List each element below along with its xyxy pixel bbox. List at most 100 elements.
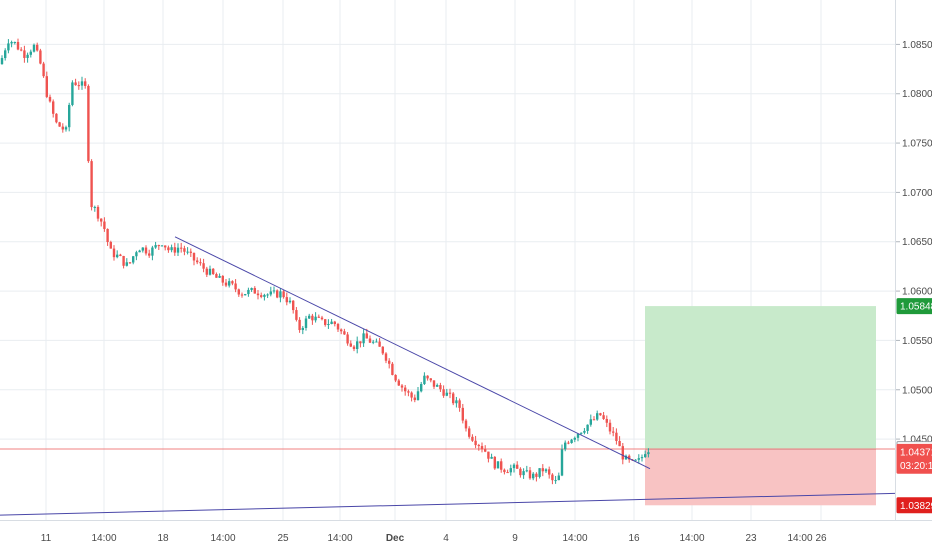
- candle-body: [570, 439, 573, 443]
- candle-body: [327, 324, 330, 326]
- price-badges: 1.058481.043981.0437103:20:121.03829: [896, 298, 932, 514]
- time-tick-label: 16: [628, 533, 640, 544]
- candle-body: [423, 375, 426, 385]
- candle-body: [589, 419, 592, 425]
- candle-body: [554, 480, 557, 482]
- candle-body: [551, 474, 554, 481]
- candle-body: [157, 245, 160, 247]
- candlesticks: [0, 38, 650, 485]
- price-axis[interactable]: 1.08500 1.08000 1.07500 1.07000 1.06500 1.060…: [896, 40, 932, 446]
- candle-body: [125, 262, 128, 266]
- candle-body: [583, 430, 586, 433]
- candle-body: [538, 468, 541, 477]
- price-tick-label: 1.06000: [902, 287, 932, 298]
- time-tick-label: 23: [745, 533, 757, 544]
- candle-body: [228, 281, 231, 286]
- candle-body: [464, 420, 468, 429]
- candle-body: [237, 289, 240, 295]
- candle-body: [240, 294, 244, 296]
- candle-body: [439, 385, 442, 390]
- candle-body: [176, 247, 180, 253]
- candle-body: [461, 407, 464, 421]
- price-tick-label: 1.08000: [902, 89, 932, 100]
- candle-body: [218, 275, 221, 278]
- candle-body: [231, 281, 234, 284]
- candle-body: [52, 101, 55, 114]
- time-axis[interactable]: 11 14:00 18 14:00 25 14:00 Dec 4 9 14:00 16 14:00 23…: [41, 533, 827, 544]
- candle-body: [532, 473, 535, 479]
- candle-body: [644, 454, 647, 458]
- candle-body: [503, 469, 506, 473]
- candle-body: [160, 245, 164, 247]
- candle-body: [234, 283, 237, 290]
- candle-body: [250, 288, 253, 290]
- candle-body: [196, 260, 199, 263]
- candle-body: [224, 282, 228, 286]
- candle-body: [298, 319, 301, 331]
- candle-body: [61, 126, 64, 130]
- candle-body: [548, 469, 551, 475]
- candle-body: [285, 297, 288, 303]
- time-tick-label: 26: [815, 533, 827, 544]
- candle-body: [564, 442, 567, 450]
- candle-body: [36, 44, 39, 51]
- candle-body: [183, 248, 186, 252]
- candle-body: [560, 449, 564, 476]
- candle-body: [138, 250, 141, 253]
- trendlines[interactable]: [0, 236, 896, 516]
- candle-body: [474, 440, 477, 446]
- candle-body: [468, 428, 471, 437]
- candle-body: [148, 253, 151, 256]
- price-badge: [896, 457, 932, 474]
- time-tick-label: 18: [157, 533, 169, 544]
- candle-body: [490, 456, 493, 459]
- candle-body: [48, 96, 52, 102]
- candle-body: [519, 468, 522, 476]
- candle-body: [103, 221, 106, 229]
- trendline-ascending-support[interactable]: [0, 492, 896, 516]
- candle-body: [356, 341, 359, 350]
- candle-body: [202, 263, 205, 269]
- candle-body: [4, 50, 7, 59]
- candle-body: [512, 464, 516, 469]
- position-profit-zone[interactable]: [645, 306, 876, 450]
- price-tick-label: 1.06500: [902, 237, 932, 248]
- candle-body: [407, 391, 410, 393]
- candle-body: [10, 42, 13, 44]
- candle-body: [192, 252, 196, 261]
- candle-body: [282, 291, 285, 298]
- candle-body: [154, 245, 157, 248]
- price-tick-label: 1.08500: [902, 40, 932, 51]
- price-tick-label: 1.07000: [902, 188, 932, 199]
- candle-body: [381, 346, 384, 354]
- candle-body: [634, 459, 637, 461]
- time-tick-label: 4: [443, 533, 449, 544]
- time-tick-label: Dec: [386, 533, 405, 544]
- price-tick-label: 1.04500: [902, 435, 932, 446]
- long-position-tool[interactable]: [645, 306, 876, 506]
- candle-body: [295, 310, 298, 320]
- candle-body: [500, 461, 503, 470]
- candle-body: [256, 293, 260, 296]
- candle-body: [567, 442, 570, 444]
- candle-body: [276, 290, 279, 298]
- candle-body: [452, 393, 455, 404]
- candle-body: [109, 242, 112, 249]
- trendline-descending[interactable]: [174, 236, 651, 470]
- candle-body: [372, 341, 375, 343]
- position-loss-zone[interactable]: [645, 449, 876, 506]
- candle-body: [301, 327, 304, 331]
- time-tick-label: 25: [277, 533, 289, 544]
- candle-body: [221, 275, 224, 283]
- candle-body: [480, 446, 484, 450]
- candle-body: [90, 161, 93, 208]
- candle-body: [608, 422, 612, 432]
- candle-body: [324, 319, 327, 325]
- candle-body: [247, 289, 250, 295]
- candle-body: [573, 437, 576, 440]
- candle-body: [32, 44, 36, 52]
- candle-body: [112, 248, 116, 258]
- candle-body: [208, 268, 212, 275]
- candle-body: [525, 470, 528, 472]
